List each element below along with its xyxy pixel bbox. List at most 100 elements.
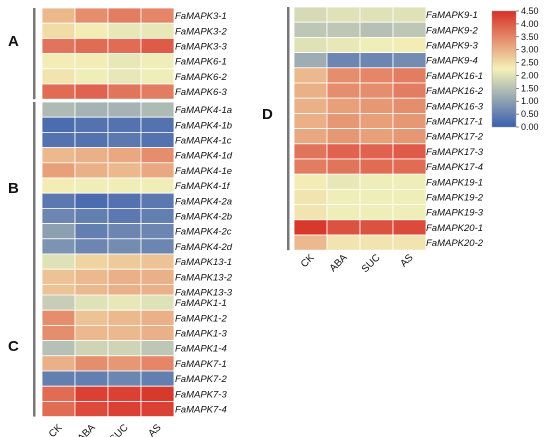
column-label: ABA <box>328 252 350 274</box>
heatmap-cell <box>107 385 142 402</box>
heatmap-cell <box>41 22 76 39</box>
heatmap-cell <box>107 324 142 341</box>
heatmap-cell <box>107 294 142 311</box>
heatmap-cell <box>107 83 142 100</box>
heatmap-cell <box>140 324 175 341</box>
row-label: FaMAPK9-4 <box>426 56 478 67</box>
heatmap-cell <box>326 67 361 84</box>
heatmap-cell <box>74 192 109 209</box>
heatmap-cell <box>293 219 328 236</box>
heatmap-cell <box>326 128 361 145</box>
heatmap-cell <box>140 101 175 118</box>
row-label: FaMAPK7-2 <box>175 374 227 385</box>
panel-c: C FaMAPK1-1 FaMAPK1-2 FaMAPK1-3 FaMAPK1-4 FaM… <box>8 294 227 437</box>
heatmap-cell <box>140 7 175 24</box>
heatmap-cell <box>74 238 109 255</box>
heatmap-cell <box>74 400 109 417</box>
heatmap-cell <box>326 219 361 236</box>
row-label: FaMAPK3-1 <box>175 11 227 22</box>
heatmap-cell <box>140 162 175 179</box>
heatmap-cell <box>359 219 394 236</box>
heatmap-cell <box>140 238 175 255</box>
heatmap-cell <box>359 37 394 54</box>
heatmap-cell <box>326 37 361 54</box>
heatmap-cell <box>107 268 142 285</box>
heatmap-cell <box>392 173 427 190</box>
heatmap-cell <box>41 238 76 255</box>
row-label: FaMAPK20-1 <box>426 223 483 234</box>
heatmap-cell <box>140 22 175 39</box>
heatmap-cell <box>140 38 175 55</box>
row-label: FaMAPK16-3 <box>426 101 484 112</box>
heatmap-cell <box>74 53 109 70</box>
heatmap-cell <box>326 82 361 99</box>
heatmap-cell <box>74 68 109 85</box>
heatmap-cell <box>140 340 175 357</box>
column-label: AS <box>146 422 163 437</box>
row-label: FaMAPK6-3 <box>175 87 227 98</box>
heatmap-cell <box>359 173 394 190</box>
heatmap-cell <box>326 21 361 38</box>
heatmap-cell <box>326 113 361 130</box>
heatmap-cell <box>326 97 361 114</box>
heatmap-cell <box>107 22 142 39</box>
heatmap-cell <box>107 253 142 270</box>
heatmap-cell <box>392 6 427 23</box>
panel-bracket <box>33 295 36 417</box>
heatmap-cell <box>140 83 175 100</box>
heatmap-cell <box>293 67 328 84</box>
row-label: FaMAPK4-1c <box>175 136 232 147</box>
heatmap-cell <box>293 52 328 69</box>
heatmap-cell <box>359 113 394 130</box>
row-label: FaMAPK4-2b <box>175 212 232 223</box>
heatmap-cell <box>392 97 427 114</box>
row-label: FaMAPK4-1b <box>175 120 232 131</box>
heatmap-cell <box>41 223 76 240</box>
heatmap-cell <box>359 6 394 23</box>
heatmap-cell <box>41 38 76 55</box>
heatmap-cell <box>140 294 175 311</box>
heatmap-cell <box>293 21 328 38</box>
panel-d: D FaMAPK9-1 FaMAPK9-2 FaMAPK9-3 FaMAPK9-4 FaM… <box>262 6 484 275</box>
row-label: FaMAPK3-2 <box>175 26 227 37</box>
heatmap-cell <box>392 21 427 38</box>
row-label: FaMAPK9-1 <box>426 10 478 21</box>
panel-label: B <box>8 180 19 197</box>
heatmap-cell <box>359 234 394 251</box>
heatmap-cell <box>74 207 109 224</box>
heatmap-cell <box>326 52 361 69</box>
heatmap-cell <box>140 253 175 270</box>
row-label: FaMAPK20-2 <box>426 238 484 249</box>
column-label: CK <box>47 422 65 437</box>
row-label: FaMAPK19-1 <box>426 177 483 188</box>
heatmap-cell <box>326 158 361 175</box>
heatmap-cell <box>392 188 427 205</box>
heatmap-cell <box>41 101 76 118</box>
heatmap-cell <box>74 268 109 285</box>
heatmap-cell <box>326 188 361 205</box>
heatmap-cell <box>392 52 427 69</box>
heatmap-cell <box>140 177 175 194</box>
heatmap-cell <box>107 400 142 417</box>
row-label: FaMAPK17-4 <box>426 162 483 173</box>
colorbar-tick-label: 2.00 <box>521 70 539 80</box>
heatmap-cell <box>41 385 76 402</box>
heatmap-cell <box>107 177 142 194</box>
heatmap-cell <box>140 385 175 402</box>
heatmap-cell <box>293 173 328 190</box>
heatmap-cell <box>74 309 109 326</box>
panel-b: B FaMAPK4-1a FaMAPK4-1b FaMAPK4-1c FaMAPK4-1… <box>8 101 233 300</box>
heatmap-cell <box>140 370 175 387</box>
heatmap-cell <box>41 268 76 285</box>
colorbar-tick-label: 3.00 <box>521 45 539 55</box>
panel-bracket <box>33 102 36 300</box>
heatmap-cell <box>359 143 394 160</box>
heatmap-cell <box>293 128 328 145</box>
panel-label: D <box>262 106 273 123</box>
heatmap-cell <box>326 6 361 23</box>
heatmap-cell <box>359 128 394 145</box>
heatmap-cell <box>74 147 109 164</box>
heatmap-cell <box>41 131 76 148</box>
heatmap-cell <box>293 113 328 130</box>
heatmap-cell <box>74 116 109 133</box>
